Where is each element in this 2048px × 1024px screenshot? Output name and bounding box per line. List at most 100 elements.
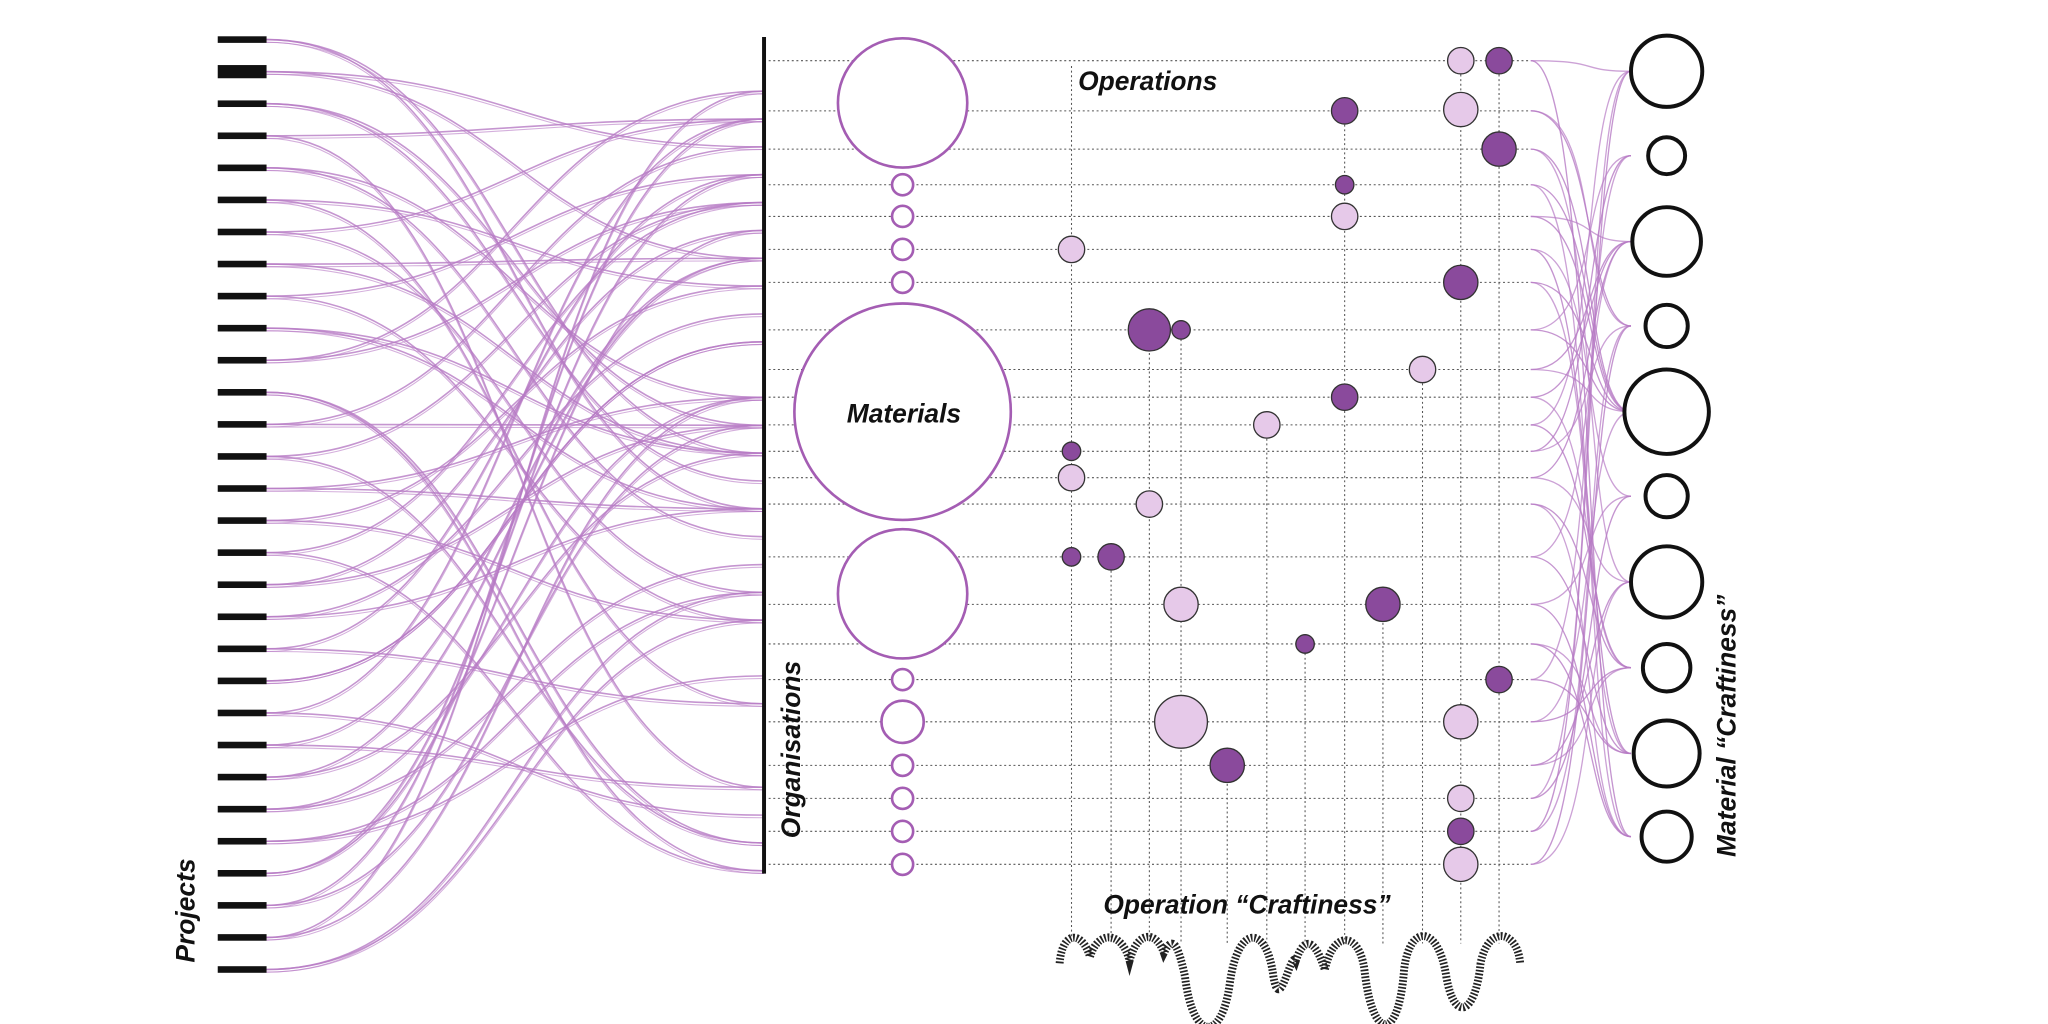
material-link [1530, 70, 1632, 800]
project-link [266, 288, 765, 524]
project-link [266, 73, 765, 262]
project-link [266, 330, 765, 457]
project-link [266, 266, 765, 457]
project-link [266, 594, 765, 973]
flow-curves [266, 38, 1632, 973]
project-link [266, 452, 765, 778]
project-bar [217, 356, 267, 364]
project-bar [217, 324, 267, 332]
project-bar [217, 36, 267, 43]
operation-circle [1485, 46, 1513, 75]
project-link [266, 232, 765, 877]
project-link [266, 167, 765, 538]
project-link [266, 173, 765, 297]
operation-circle [1442, 264, 1479, 301]
material-link [1530, 325, 1632, 865]
project-link [266, 455, 765, 781]
project-link [266, 90, 765, 939]
operation-circle [1442, 703, 1479, 740]
project-link [266, 260, 765, 749]
material-circle [793, 302, 1013, 522]
operation-circle [1442, 91, 1479, 128]
project-link [266, 487, 765, 510]
material-link [1530, 148, 1632, 583]
material-link [1530, 325, 1632, 452]
material-craftiness-circle [1639, 809, 1694, 864]
operation-circle [1365, 586, 1401, 623]
project-link [266, 41, 765, 512]
material-craftiness-circle [1629, 544, 1705, 620]
project-bar [217, 805, 267, 813]
material-link [1530, 240, 1632, 398]
material-craftiness-circle [1646, 135, 1688, 177]
project-link [266, 121, 765, 717]
project-link [266, 551, 765, 872]
material-circle [890, 819, 915, 844]
operation-craftiness-label: Operation “Craftiness” [1103, 890, 1391, 920]
material-circle [890, 852, 915, 877]
project-link [266, 554, 765, 874]
material-link [1530, 155, 1632, 681]
material-link [1530, 667, 1632, 723]
material-craftiness-circle [1643, 302, 1690, 350]
material-circle [836, 527, 969, 660]
material-craftiness-circle [1630, 205, 1703, 278]
project-link [266, 167, 765, 399]
project-link [266, 201, 765, 554]
project-link [266, 399, 765, 492]
project-link [266, 619, 765, 971]
project-bar [217, 741, 267, 749]
project-bar [217, 549, 267, 556]
material-link [1530, 424, 1632, 669]
project-bar [217, 485, 267, 492]
project-link [266, 263, 765, 454]
material-link [1530, 329, 1632, 413]
project-link [266, 285, 765, 522]
material-link [1530, 70, 1632, 426]
operation-circle [1330, 96, 1359, 125]
project-bar [217, 100, 267, 108]
material-link [1530, 581, 1632, 767]
project-link [266, 204, 765, 556]
material-link [1530, 411, 1632, 723]
material-circle [890, 172, 915, 197]
project-link [266, 298, 765, 624]
project-bar [217, 581, 267, 589]
project-link [266, 93, 765, 364]
material-link [1530, 281, 1632, 755]
project-link [266, 229, 765, 586]
operation-circle [1446, 46, 1475, 75]
operation-circle [1446, 817, 1475, 846]
project-link [266, 427, 765, 588]
project-link [266, 38, 765, 510]
project-link [266, 458, 765, 847]
material-link [1530, 155, 1632, 452]
material-circle [890, 786, 915, 811]
operation-circle [1057, 235, 1086, 264]
project-bar [217, 292, 267, 300]
project-link [266, 204, 765, 364]
project-link [266, 260, 765, 781]
material-link [1530, 110, 1632, 327]
material-craftiness-circle [1622, 367, 1711, 456]
project-bar [217, 453, 267, 460]
project-link [266, 455, 765, 844]
project-link [266, 121, 765, 139]
project-link [266, 295, 765, 621]
project-link [266, 313, 765, 618]
project-bar [217, 870, 267, 877]
project-link [266, 90, 765, 362]
operation-circle [1330, 202, 1359, 231]
project-bar [217, 421, 267, 428]
project-link [266, 176, 765, 300]
material-circle [890, 237, 915, 262]
material-link [1530, 581, 1632, 865]
project-link [266, 399, 765, 813]
project-link [266, 563, 765, 810]
operation-circle [1446, 784, 1475, 813]
project-link [266, 70, 765, 148]
project-link [266, 591, 765, 843]
material-link [1530, 248, 1632, 497]
operation-circle [1481, 131, 1517, 167]
